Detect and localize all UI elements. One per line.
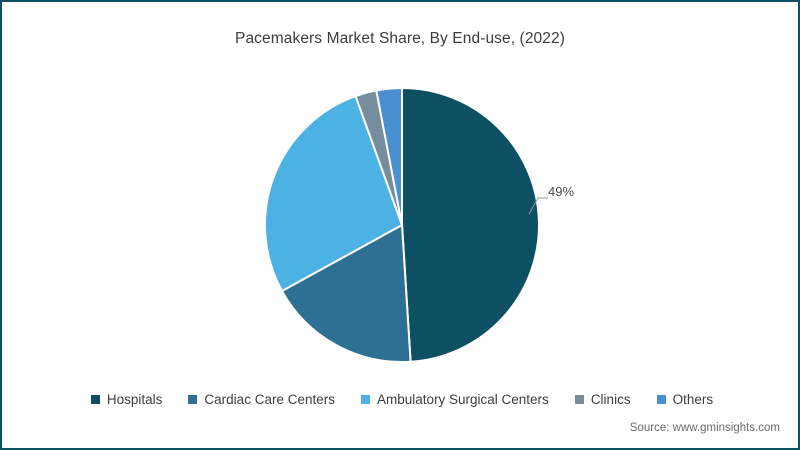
pie-slice-group bbox=[264, 86, 540, 363]
page-title: Pacemakers Market Share, By End-use, (20… bbox=[235, 30, 565, 47]
legend-item-label: Cardiac Care Centers bbox=[204, 392, 335, 407]
legend-swatch-icon bbox=[574, 395, 584, 404]
legend-swatch-icon bbox=[360, 395, 370, 404]
source-note: Source: www.gminsights.com bbox=[629, 422, 780, 434]
legend-item-clinics[interactable]: Clinics bbox=[574, 392, 631, 407]
data-label-leader-line bbox=[528, 197, 548, 215]
legend-swatch-icon bbox=[188, 395, 198, 404]
legend-swatch-icon bbox=[90, 395, 100, 404]
pie-slice[interactable] bbox=[280, 223, 412, 363]
legend-item-ambulatory-surgical-centers[interactable]: Ambulatory Surgical Centers bbox=[360, 392, 549, 407]
legend-item-label: Ambulatory Surgical Centers bbox=[376, 392, 549, 407]
legend-item-others[interactable]: Others bbox=[656, 392, 714, 407]
legend-item-hospitals[interactable]: Hospitals bbox=[90, 392, 163, 407]
legend-item-label: Others bbox=[672, 392, 714, 407]
legend-item-label: Hospitals bbox=[106, 392, 163, 407]
pie-slice[interactable] bbox=[401, 86, 540, 363]
legend-swatch-icon bbox=[656, 395, 666, 404]
pie-slice[interactable] bbox=[375, 86, 403, 226]
pie-slice[interactable] bbox=[264, 94, 404, 293]
data-label-hospitals: 49% bbox=[548, 184, 575, 199]
legend-item-cardiac-care-centers[interactable]: Cardiac Care Centers bbox=[188, 392, 335, 407]
legend-item-label: Clinics bbox=[590, 392, 631, 407]
chart-legend: Hospitals Cardiac Care Centers Ambulator… bbox=[2, 392, 798, 407]
